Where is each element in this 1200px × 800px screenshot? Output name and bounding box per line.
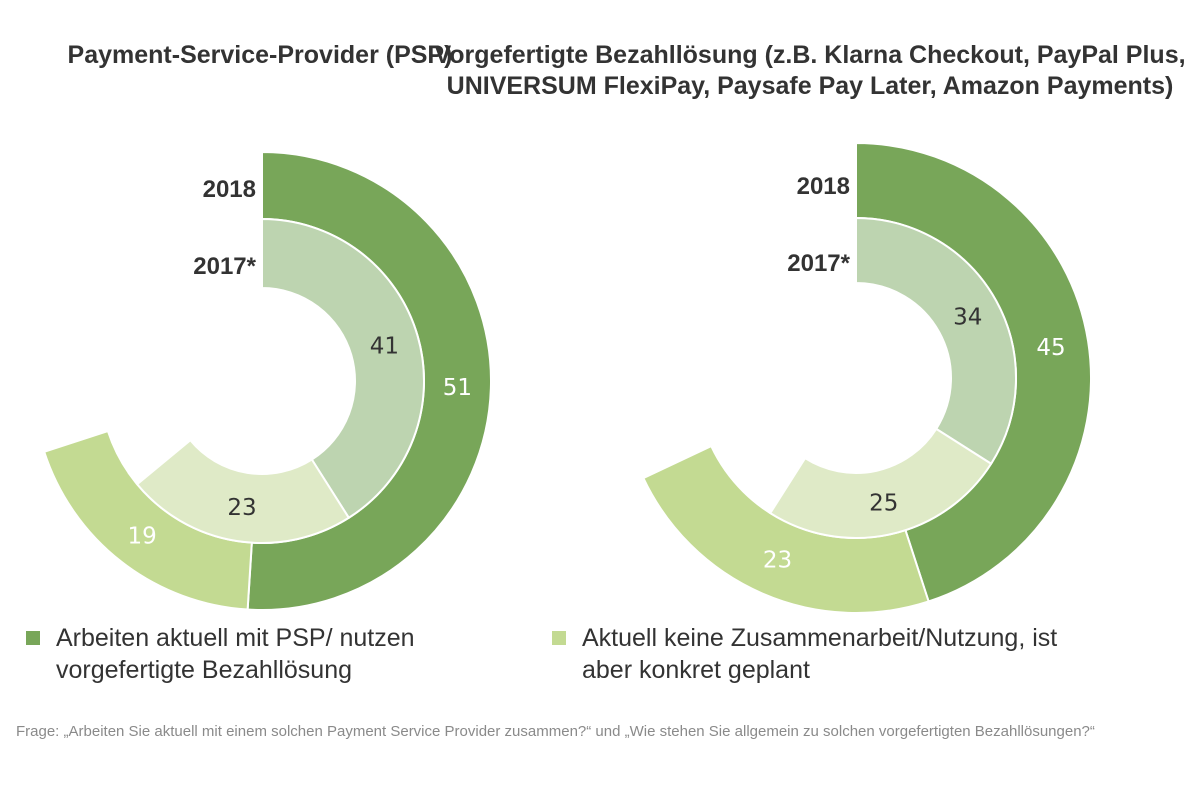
- chart-title-psp: Payment-Service-Provider (PSP): [67, 41, 453, 69]
- donut-segment-2017-main: [261, 217, 425, 520]
- legend-label-planned: Aktuell keine Zusammenarbeit/Nutzung, is…: [582, 624, 1058, 684]
- ring-label: 2018: [797, 173, 850, 200]
- legend-swatch-main: [26, 631, 40, 645]
- data-label: 23: [227, 495, 256, 521]
- donut-segment-2017-main: [855, 216, 1017, 466]
- donut-segment-2017-planned: [135, 438, 351, 544]
- chart-title-bezahlloesung: Vorgefertigte Bezahllösung (z.B. Klarna …: [434, 41, 1186, 100]
- data-label: 19: [128, 523, 157, 549]
- ring-label: 2017*: [193, 253, 256, 280]
- legend-item-main: Arbeiten aktuell mit PSP/ nutzen vorgefe…: [26, 622, 516, 686]
- legend-label-main: Arbeiten aktuell mit PSP/ nutzen vorgefe…: [56, 624, 415, 684]
- legend-item-planned: Aktuell keine Zusammenarbeit/Nutzung, is…: [552, 622, 1102, 686]
- data-label: 45: [1036, 335, 1065, 361]
- ring-label: 2018: [203, 176, 256, 203]
- data-label: 41: [370, 333, 399, 359]
- donut-segment-2017-planned: [768, 427, 993, 539]
- footnote-question: Frage: „Arbeiten Sie aktuell mit einem s…: [16, 723, 1095, 740]
- data-label: 34: [953, 305, 982, 331]
- legend-swatch-planned: [552, 631, 566, 645]
- data-label: 51: [443, 375, 472, 401]
- data-label: 25: [869, 490, 898, 516]
- ring-label: 2017*: [787, 250, 850, 277]
- data-label: 23: [763, 547, 792, 573]
